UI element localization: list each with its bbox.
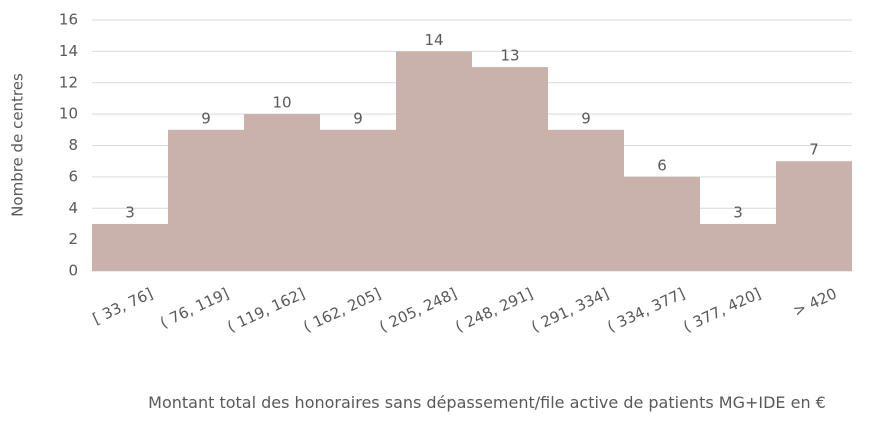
y-tick-label: 2 [68,230,78,248]
bar [472,67,548,271]
x-tick-label: ( 162, 205] [301,284,384,336]
bar [320,129,396,271]
bar [548,129,624,271]
bar [92,223,168,271]
y-tick-label: 4 [68,199,78,217]
bar [624,176,700,271]
data-label: 6 [657,156,667,174]
bar [396,51,472,271]
x-tick-label: ( 291, 334] [529,284,612,336]
data-label: 13 [500,47,519,65]
x-tick-label: ( 205, 248] [377,284,460,336]
y-tick-label: 0 [68,262,78,280]
x-tick-label: [ 33, 76] [90,284,156,327]
x-tick-label: > 420 [790,284,839,320]
x-tick-label: ( 334, 377] [605,284,688,336]
x-tick-label: ( 377, 420] [681,284,764,336]
data-label: 9 [353,109,363,127]
y-tick-label: 6 [68,167,78,185]
x-axis-label: Montant total des honoraires sans dépass… [148,393,826,412]
y-tick-label: 16 [59,11,78,29]
y-axis-label: Nombre de centres [9,73,27,217]
data-label: 9 [581,109,591,127]
data-label: 9 [201,109,211,127]
bar [776,161,852,271]
bar [700,223,776,271]
y-tick-label: 12 [59,73,78,91]
data-label: 14 [424,31,443,49]
data-label: 10 [272,94,291,112]
x-tick-label: ( 76, 119] [157,284,231,331]
y-tick-label: 10 [59,105,78,123]
y-tick-label: 8 [68,136,78,154]
data-label: 7 [809,141,819,159]
x-tick-label: ( 248, 291] [453,284,536,336]
data-label: 3 [733,203,743,221]
bar [244,114,320,271]
chart: Nombre de centres 0 2 4 6 8 10 12 14 16 3 [ 33, 76… [9,11,852,336]
data-label: 3 [125,203,135,221]
y-tick-label: 14 [59,42,78,60]
bar [168,129,244,271]
x-tick-label: ( 119, 162] [225,284,308,336]
